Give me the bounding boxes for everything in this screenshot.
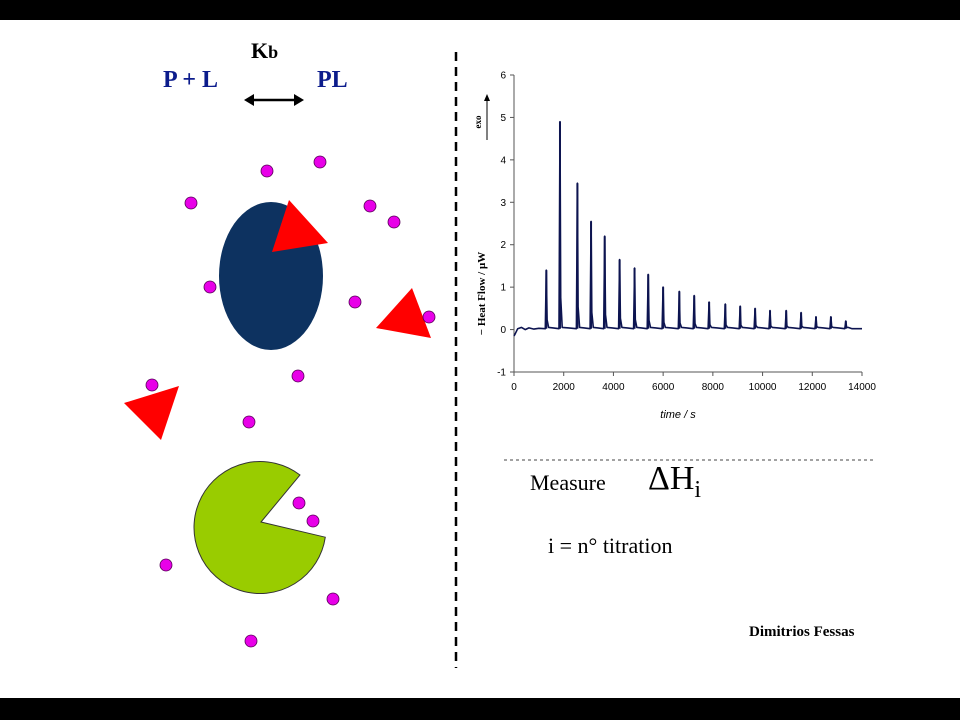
y-tick-label: 5 <box>500 113 506 124</box>
ligand-dot <box>145 378 159 392</box>
x-tick-label: 0 <box>511 382 517 393</box>
titration-note: i = n° titration <box>548 533 673 558</box>
y-tick-label: 0 <box>500 325 506 336</box>
x-tick-label: 14000 <box>848 382 876 393</box>
ligand-dot <box>387 215 401 229</box>
reactants-label: P + L <box>163 67 219 93</box>
ligand-dot <box>313 155 327 169</box>
measure-label: Measure <box>530 470 606 495</box>
x-tick-label: 8000 <box>702 382 725 393</box>
x-axis-label: time / s <box>660 409 696 421</box>
x-tick-label: 12000 <box>798 382 826 393</box>
ligand-dot <box>159 558 173 572</box>
slide <box>0 20 960 698</box>
delta-h-main: ΔH <box>648 460 695 497</box>
author-name: Dimitrios Fessas <box>749 624 855 640</box>
x-tick-label: 10000 <box>749 382 777 393</box>
x-tick-label: 4000 <box>602 382 625 393</box>
ligand-dot <box>292 496 306 510</box>
y-tick-label: 6 <box>500 71 506 82</box>
y-tick-label: 1 <box>500 283 506 294</box>
y-tick-label: 4 <box>500 155 506 166</box>
delta-h-symbol: ΔHi <box>648 460 701 504</box>
ligand-dot <box>260 164 274 178</box>
ligand-dot <box>242 415 256 429</box>
ligand-dot <box>422 310 436 324</box>
binding-constant-label: Kb <box>251 38 278 64</box>
exo-label: exo <box>473 115 483 128</box>
ligand-dots <box>145 155 436 648</box>
ligand-dot <box>244 634 258 648</box>
ligand-dot <box>348 295 362 309</box>
x-tick-label: 6000 <box>652 382 675 393</box>
ligand-dot <box>363 199 377 213</box>
k-subscript: b <box>268 42 279 62</box>
ligand-dot <box>203 280 217 294</box>
ligand-triangle <box>124 386 179 440</box>
ligand-triangle <box>272 200 328 252</box>
ligand-dot <box>326 592 340 606</box>
ligand-dot <box>291 369 305 383</box>
y-tick-label: -1 <box>497 368 506 379</box>
equilibrium-arrow <box>244 94 304 106</box>
ligand-dot <box>306 514 320 528</box>
y-tick-label: 3 <box>500 198 506 209</box>
heat-flow-trace <box>513 120 862 337</box>
protein-pacman <box>193 461 326 595</box>
x-tick-label: 2000 <box>553 382 576 393</box>
ligand-dot <box>184 196 198 210</box>
complex-label: PL <box>317 67 348 93</box>
ligand-triangle <box>376 288 431 338</box>
exo-arrow-head <box>484 94 490 101</box>
y-axis-label: − Heat Flow / μW <box>476 252 488 335</box>
k-symbol: K <box>251 38 269 63</box>
delta-h-subscript: i <box>694 476 702 503</box>
y-tick-label: 2 <box>500 240 506 251</box>
